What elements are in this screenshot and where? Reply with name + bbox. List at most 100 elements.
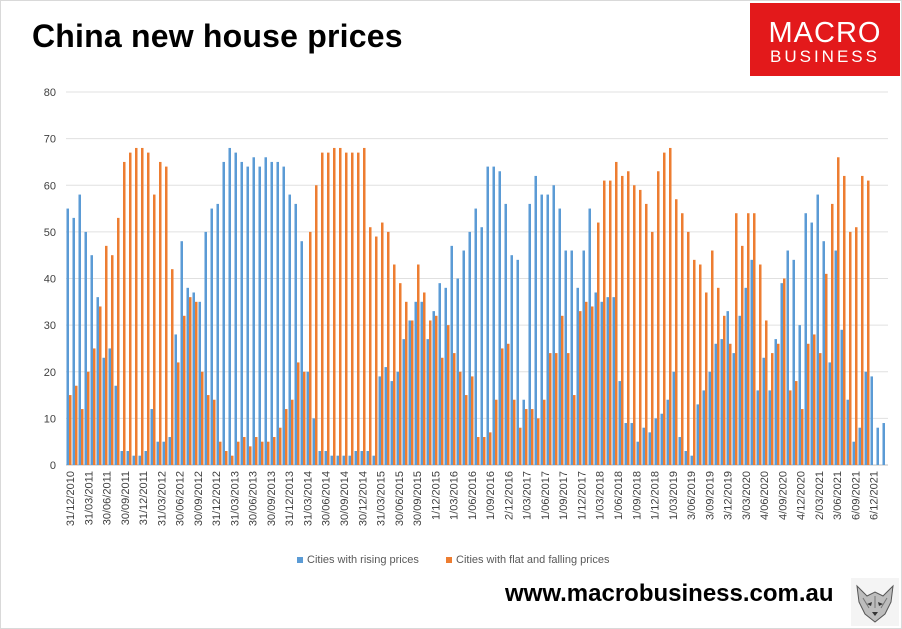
- bar-rising: [270, 161, 273, 465]
- y-tick-label: 60: [44, 180, 56, 192]
- x-tick-label: 31/12/2010: [65, 471, 77, 526]
- bar-flat-falling: [183, 315, 186, 465]
- x-tick-label: 2/12/2016: [503, 471, 515, 520]
- x-tick-label: 4/09/2020: [777, 471, 789, 520]
- bar-rising: [102, 357, 105, 465]
- bar-flat-falling: [543, 399, 546, 465]
- bar-rising: [234, 152, 237, 466]
- bar-flat-falling: [711, 250, 714, 465]
- bar-rising: [360, 451, 363, 465]
- bar-rising: [684, 451, 687, 465]
- bar-flat-falling: [735, 213, 738, 465]
- x-tick-label: 3/06/2021: [832, 471, 844, 520]
- x-tick-label: 1/12/2018: [650, 471, 662, 520]
- bar-flat-falling: [207, 395, 210, 465]
- bar-flat-falling: [111, 255, 114, 465]
- bar-rising: [336, 455, 339, 465]
- bar-flat-falling: [285, 409, 288, 465]
- x-tick-label: 3/09/2019: [704, 471, 716, 520]
- bar-flat-falling: [483, 437, 486, 465]
- bar-rising: [120, 451, 123, 465]
- legend-label-rising: Cities with rising prices: [307, 554, 419, 566]
- bar-rising: [504, 203, 507, 465]
- bar-rising: [150, 409, 153, 465]
- bar-rising: [126, 451, 129, 465]
- y-tick-label: 50: [44, 227, 56, 239]
- bar-rising: [288, 194, 291, 465]
- bar-rising: [258, 166, 261, 465]
- bar-rising: [558, 208, 561, 465]
- bar-flat-falling: [81, 409, 84, 465]
- bar-rising: [186, 287, 189, 465]
- bar-rising: [858, 427, 861, 465]
- bar-rising: [792, 259, 795, 465]
- bar-rising: [324, 451, 327, 465]
- bar-flat-falling: [219, 441, 222, 465]
- bar-rising: [438, 283, 441, 465]
- logo-line-2: BUSINESS: [770, 47, 880, 66]
- bar-flat-falling: [615, 161, 618, 465]
- bar-flat-falling: [387, 231, 390, 465]
- bar-rising: [348, 455, 351, 465]
- bar-flat-falling: [405, 301, 408, 465]
- x-tick-label: 1/03/2019: [668, 471, 680, 520]
- bar-flat-falling: [633, 185, 636, 465]
- bar-flat-falling: [279, 427, 282, 465]
- legend-label-flat-falling: Cities with flat and falling prices: [456, 554, 610, 566]
- bar-flat-falling: [693, 259, 696, 465]
- bar-flat-falling: [135, 147, 138, 465]
- x-tick-label: 2/03/2021: [814, 471, 826, 520]
- bar-flat-falling: [447, 325, 450, 465]
- bar-rising: [108, 348, 111, 465]
- bar-flat-falling: [147, 152, 150, 466]
- bar-rising: [282, 166, 285, 465]
- bar-flat-falling: [315, 185, 318, 465]
- x-tick-label: 30/09/2011: [120, 471, 132, 525]
- bar-rising: [156, 441, 159, 465]
- legend-swatch-flat-falling: [446, 557, 452, 563]
- bar-flat-falling: [453, 353, 456, 465]
- bar-rising: [636, 441, 639, 465]
- bar-flat-falling: [417, 264, 420, 465]
- bar-flat-falling: [555, 353, 558, 465]
- bar-rising: [462, 250, 465, 465]
- bar-rising: [522, 399, 525, 465]
- bar-rising: [834, 250, 837, 465]
- bar-flat-falling: [807, 343, 810, 465]
- page-title: China new house prices: [32, 18, 403, 54]
- bar-rising: [528, 203, 531, 465]
- bar-rising: [96, 297, 99, 465]
- y-tick-label: 20: [44, 367, 56, 379]
- x-tick-label: 1/09/2017: [558, 471, 570, 520]
- bar-rising: [342, 455, 345, 465]
- bar-rising: [390, 381, 393, 465]
- bar-rising: [666, 399, 669, 465]
- bar-rising: [510, 255, 513, 465]
- bar-flat-falling: [201, 371, 204, 465]
- bar-flat-falling: [159, 161, 162, 465]
- x-tick-label: 30/09/2012: [193, 471, 205, 526]
- bar-rising: [300, 241, 303, 465]
- bar-rising: [816, 194, 819, 465]
- bar-rising: [690, 455, 693, 465]
- bar-rising: [354, 451, 357, 465]
- bar-rising: [516, 259, 519, 465]
- bar-flat-falling: [717, 287, 720, 465]
- bar-rising: [552, 185, 555, 465]
- bar-flat-falling: [261, 441, 264, 465]
- bar-rising: [372, 455, 375, 465]
- bar-flat-falling: [825, 273, 828, 465]
- bar-rising: [240, 161, 243, 465]
- bar-flat-falling: [195, 301, 198, 465]
- x-tick-label: 30/06/2014: [321, 471, 333, 526]
- bar-flat-falling: [255, 437, 258, 465]
- bar-flat-falling: [687, 231, 690, 465]
- bar-flat-falling: [585, 301, 588, 465]
- bar-flat-falling: [273, 437, 276, 465]
- bar-rising: [480, 227, 483, 465]
- bar-flat-falling: [123, 161, 126, 465]
- bar-flat-falling: [339, 147, 342, 465]
- bar-flat-falling: [819, 353, 822, 465]
- bar-flat-falling: [297, 362, 300, 465]
- bar-flat-falling: [129, 152, 132, 466]
